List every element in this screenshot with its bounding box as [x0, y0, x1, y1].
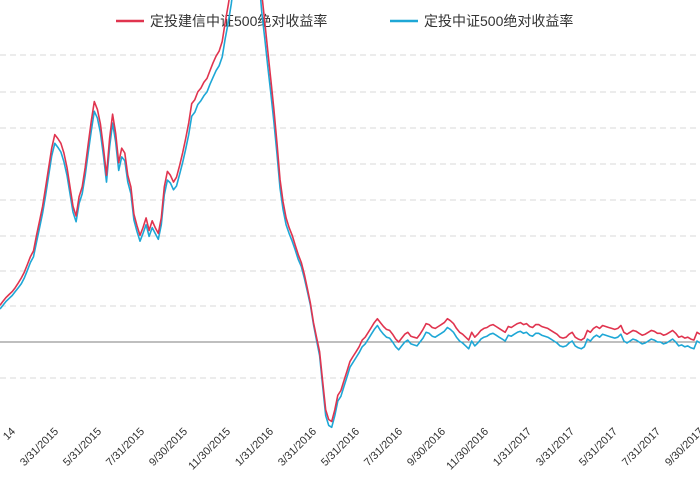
legend-label-1: 定投中证500绝对收益率 — [424, 13, 573, 29]
x-tick-label-14: 5/31/2017 — [577, 426, 620, 469]
x-tick-label-13: 3/31/2017 — [534, 426, 577, 469]
x-tick-label-5: 11/30/2015 — [186, 426, 233, 473]
x-tick-label-16: 9/30/2017 — [663, 426, 700, 469]
x-tick-label-12: 1/31/2017 — [491, 426, 534, 469]
series-line-0 — [0, 0, 700, 423]
series-group — [0, 0, 700, 429]
x-tick-label-7: 3/31/2016 — [276, 426, 319, 469]
x-tick-label-4: 9/30/2015 — [147, 426, 190, 469]
x-tick-label-10: 9/30/2016 — [405, 426, 448, 469]
grid — [0, 54, 700, 379]
x-tick-label-15: 7/31/2017 — [620, 426, 663, 469]
x-tick-label-3: 7/31/2015 — [104, 426, 147, 469]
legend-label-0: 定投建信中证500绝对收益率 — [150, 13, 327, 29]
x-tick-label-2: 5/31/2015 — [61, 426, 104, 469]
x-tick-label-11: 11/30/2016 — [444, 426, 491, 473]
x-axis-ticks: 14 3/31/2015 5/31/2015 7/31/2015 9/30/201511… — [1, 426, 700, 473]
x-tick-label-8: 5/31/2016 — [319, 426, 362, 469]
x-tick-label-9: 7/31/2016 — [362, 426, 405, 469]
series-line-1 — [0, 0, 700, 429]
x-tick-label-1: 3/31/2015 — [18, 426, 61, 469]
x-tick-label-6: 1/31/2016 — [233, 426, 276, 469]
legend: 定投建信中证500绝对收益率 定投中证500绝对收益率 — [116, 13, 573, 29]
x-tick-label-0: 14 — [1, 426, 18, 443]
